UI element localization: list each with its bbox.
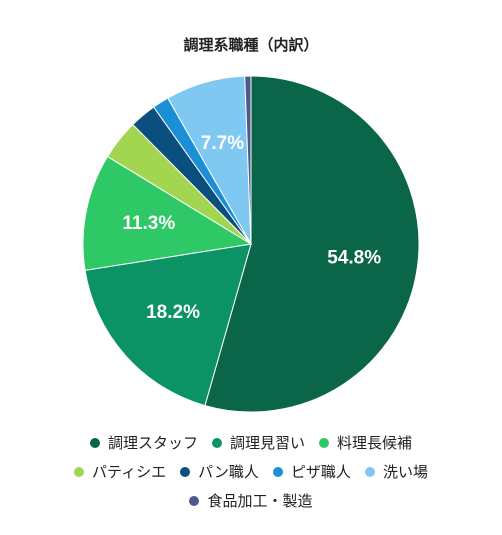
- legend-marker: [319, 437, 329, 448]
- pie-slice-7: [244, 75, 252, 245]
- legend-item-cook-staff: 調理スタッフ: [89, 432, 198, 453]
- legend-label: 料理長候補: [337, 434, 413, 452]
- legend-item-food-processing: 食品加工・製造: [189, 490, 313, 511]
- slice-data-label-1: 18.2%: [146, 302, 200, 323]
- legend-item-dishwasher: 洗い場: [364, 461, 428, 482]
- legend-marker: [364, 466, 375, 477]
- legend-item-baker: パン職人: [180, 461, 259, 482]
- legend-marker: [211, 437, 222, 448]
- legend-item-apprentice: 調理見習い: [211, 432, 305, 453]
- chart-title: 調理系職種（内訳）: [183, 36, 319, 54]
- legend-label: 洗い場: [382, 463, 428, 481]
- pie-slice-2: [82, 155, 253, 271]
- legend-marker: [180, 466, 191, 477]
- legend-label: 調理見習い: [229, 434, 305, 452]
- legend-marker: [189, 495, 200, 506]
- legend-marker: [74, 466, 85, 477]
- legend-row-3: 食品加工・製造: [0, 486, 502, 515]
- legend-marker: [89, 437, 100, 448]
- legend-marker: [272, 466, 283, 477]
- legend-label: パティシエ: [92, 463, 167, 481]
- legend-label: 調理スタッフ: [107, 434, 198, 452]
- legend: 調理スタッフ 調理見習い 料理長候補 パティシエ パン職人 ピザ職人 洗い場: [0, 428, 502, 515]
- legend-label: パン職人: [198, 463, 259, 481]
- legend-label: 食品加工・製造: [207, 492, 313, 510]
- pie-slice-1: [84, 243, 252, 407]
- legend-item-patissier: パティシエ: [74, 461, 166, 482]
- pie-slice-0: [204, 75, 420, 413]
- legend-row-2: パティシエ パン職人 ピザ職人 洗い場: [0, 457, 502, 486]
- legend-item-pizza-maker: ピザ職人: [272, 461, 351, 482]
- legend-label: ピザ職人: [290, 463, 351, 481]
- slice-data-label-6: 7.7%: [201, 133, 244, 154]
- legend-item-head-chef-candidate: 料理長候補: [319, 432, 412, 453]
- legend-row-1: 調理スタッフ 調理見習い 料理長候補: [0, 428, 502, 457]
- slice-data-label-0: 54.8%: [327, 247, 381, 268]
- slice-data-label-2: 11.3%: [122, 213, 175, 234]
